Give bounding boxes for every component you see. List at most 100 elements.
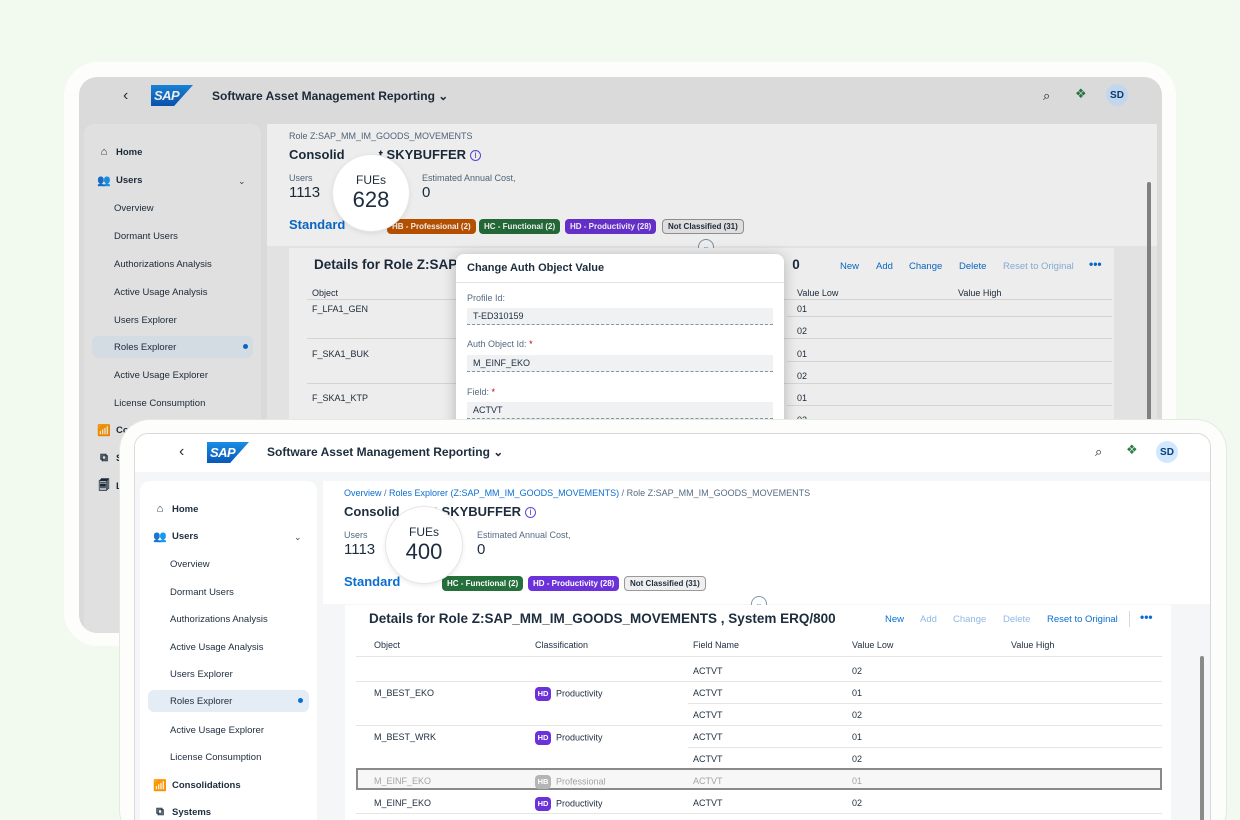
nav-home[interactable]: ⌂ Home <box>152 501 317 517</box>
classification-cell: HB Professional <box>535 775 606 789</box>
table-cell: M_EINF_EKO <box>374 776 432 786</box>
nav-authorizations-analysis[interactable]: Authorizations Analysis <box>170 613 268 625</box>
table-row-selected[interactable] <box>356 768 1162 790</box>
tag-functional[interactable]: HC - Functional (2) <box>442 576 524 591</box>
profile-id-field[interactable]: T-ED310159 <box>467 308 773 325</box>
fues-value: 628 <box>352 187 390 212</box>
table-cell: 01 <box>797 393 808 403</box>
nav-active-usage-explorer[interactable]: Active Usage Explorer <box>170 724 264 736</box>
nav-dormant-users[interactable]: Dormant Users <box>170 586 234 598</box>
field-input[interactable]: ACTVT <box>467 402 773 419</box>
nav-dormant-users[interactable]: Dormant Users <box>114 230 178 242</box>
table-cell: ACTVT <box>693 776 723 786</box>
delete-button[interactable]: Delete <box>959 261 987 272</box>
overflow-icon[interactable]: ••• <box>1140 610 1153 624</box>
app-title: Software Asset Management Reporting <box>267 445 490 459</box>
chevron-down-icon: ⌄ <box>493 445 504 459</box>
table-cell: F_SKA1_KTP <box>312 393 369 403</box>
license-icon: 🗐 <box>98 479 110 492</box>
nav-users-explorer[interactable]: Users Explorer <box>170 668 233 680</box>
nav-systems[interactable]: ⧉ Systems <box>152 804 317 820</box>
hb-badge: HB <box>535 775 551 789</box>
scrollbar[interactable] <box>1147 182 1151 512</box>
avatar[interactable]: SD <box>1156 441 1178 463</box>
nav-consolidations[interactable]: 📶 Consolidations <box>153 779 241 792</box>
table-cell: F_SKA1_BUK <box>312 349 370 359</box>
breadcrumb-overview[interactable]: Overview <box>344 488 382 498</box>
search-icon[interactable]: ⌕ <box>1095 444 1103 459</box>
toolbar-separator <box>1129 611 1130 627</box>
tag-productivity[interactable]: HD - Productivity (28) <box>565 219 657 234</box>
users-icon: 👥 <box>153 530 167 543</box>
table-divider <box>787 361 1112 362</box>
overflow-icon[interactable]: ••• <box>1089 257 1102 271</box>
info-icon[interactable]: i <box>525 507 536 519</box>
reset-button[interactable]: Reset to Original <box>1003 261 1074 272</box>
delete-button[interactable]: Delete <box>1003 614 1031 625</box>
table-cell: 01 <box>797 304 808 314</box>
nav-licenses[interactable]: 🗐 L <box>96 478 261 494</box>
table-cell: 02 <box>852 798 863 808</box>
new-button[interactable]: New <box>840 261 860 272</box>
nav-users[interactable]: 👥 Users <box>153 530 199 543</box>
reset-button[interactable]: Reset to Original <box>1047 614 1118 625</box>
tag-professional[interactable]: HB - Professional (2) <box>387 219 476 234</box>
chevron-down-icon[interactable]: ⌄ <box>294 532 302 542</box>
table-cell: 02 <box>852 754 863 764</box>
tag-functional[interactable]: HC - Functional (2) <box>479 219 561 234</box>
col-value-high: Value High <box>1011 640 1055 650</box>
add-button[interactable]: Add <box>876 261 893 272</box>
auth-object-field[interactable]: M_EINF_EKO <box>467 355 773 372</box>
variant-standard[interactable]: Standard <box>344 574 401 589</box>
front-window: ‹ SAP Software Asset Management Reportin… <box>134 433 1211 820</box>
tag-productivity[interactable]: HD - Productivity (28) <box>528 576 620 591</box>
search-icon[interactable]: ⌕ <box>1043 88 1051 103</box>
breadcrumb-current: Role Z:SAP_MM_IM_GOODS_MOVEMENTS <box>626 488 811 498</box>
table-cell: ACTVT <box>693 688 723 698</box>
add-button[interactable]: Add <box>920 614 937 625</box>
breadcrumb-roles-explorer[interactable]: Roles Explorer (Z:SAP_MM_IM_GOODS_MOVEME… <box>389 488 620 498</box>
chevron-down-icon[interactable]: ⌄ <box>238 176 246 186</box>
nav-overview[interactable]: Overview <box>170 558 210 570</box>
avatar[interactable]: SD <box>1106 84 1128 106</box>
joule-icon[interactable]: ❖ <box>1126 442 1138 457</box>
joule-icon[interactable]: ❖ <box>1075 86 1087 101</box>
app-title-menu[interactable]: Software Asset Management Reporting ⌄ <box>267 445 503 459</box>
hd-badge: HD <box>535 687 551 701</box>
breadcrumb: Overview / Roles Explorer (Z:SAP_MM_IM_G… <box>344 488 811 498</box>
front-content: Overview / Roles Explorer (Z:SAP_MM_IM_G… <box>323 481 1210 820</box>
chart-icon: 📶 <box>97 424 111 437</box>
nav-active-usage-explorer[interactable]: Active Usage Explorer <box>114 369 208 381</box>
nav-roles-explorer[interactable]: Roles Explorer <box>92 336 253 358</box>
tag-not-classified[interactable]: Not Classified (31) <box>662 219 744 234</box>
new-button[interactable]: New <box>885 614 905 625</box>
change-button[interactable]: Change <box>909 261 943 272</box>
nav-license-consumption[interactable]: License Consumption <box>170 751 262 763</box>
table-cell: 02 <box>797 371 808 381</box>
nav-systems[interactable]: ⧉S <box>96 450 261 466</box>
scrollbar[interactable] <box>1200 656 1204 820</box>
nav-authorizations-analysis[interactable]: Authorizations Analysis <box>114 258 212 270</box>
page-title: Consolid t SKYBUFFER i <box>289 147 481 162</box>
nav-home[interactable]: ⌂ Home <box>96 144 261 160</box>
systems-icon: ⧉ <box>156 805 164 818</box>
nav-consolidations[interactable]: 📶 Co <box>97 424 129 437</box>
change-button[interactable]: Change <box>953 614 987 625</box>
nav-overview[interactable]: Overview <box>114 202 154 214</box>
info-icon[interactable]: i <box>470 150 481 162</box>
tag-not-classified[interactable]: Not Classified (31) <box>624 576 706 591</box>
nav-license-consumption[interactable]: License Consumption <box>114 397 206 409</box>
chevron-left-icon[interactable]: ‹ <box>123 87 129 104</box>
chevron-left-icon[interactable]: ‹ <box>179 443 185 460</box>
nav-active-usage-analysis[interactable]: Active Usage Analysis <box>114 286 208 298</box>
nav-active-usage-analysis[interactable]: Active Usage Analysis <box>170 641 264 653</box>
page-title: Consolid t SKYBUFFER i <box>344 504 536 519</box>
col-object: Object <box>312 288 339 298</box>
table-cell: M_BEST_EKO <box>374 688 435 698</box>
app-title-menu[interactable]: Software Asset Management Reporting ⌄ <box>212 89 448 103</box>
nav-users-explorer[interactable]: Users Explorer <box>114 314 177 326</box>
nav-roles-explorer[interactable]: Roles Explorer <box>148 690 309 712</box>
nav-users[interactable]: 👥 Users <box>97 174 143 187</box>
table-cell: ACTVT <box>693 754 723 764</box>
variant-standard[interactable]: Standard <box>289 217 346 232</box>
